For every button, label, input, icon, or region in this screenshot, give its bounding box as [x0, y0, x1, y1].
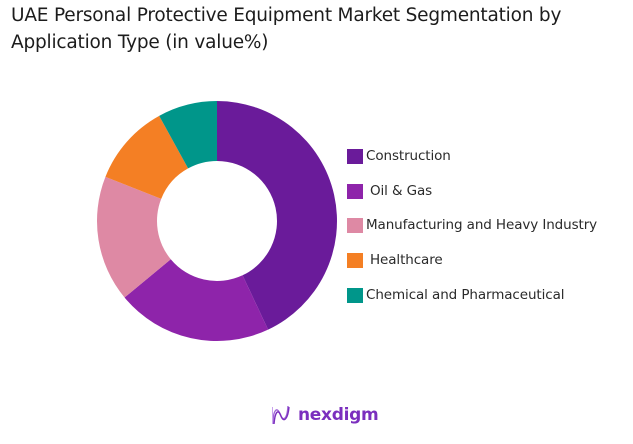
- legend-item: Construction: [347, 146, 451, 166]
- legend-item: Healthcare: [347, 250, 443, 270]
- legend-swatch: [347, 217, 363, 233]
- legend-label: Oil & Gas: [370, 183, 433, 199]
- legend-item: Chemical and Pharmaceutical: [347, 285, 565, 305]
- legend-label: Healthcare: [370, 252, 443, 268]
- legend-item: Manufacturing and Heavy Industry: [347, 215, 597, 235]
- legend-label: Chemical and Pharmaceutical: [366, 287, 565, 303]
- donut-slice-manufacturing-and-heavy-industry: [97, 176, 171, 298]
- chart-title: UAE Personal Protective Equipment Market…: [11, 2, 631, 56]
- nexdigm-logo: nexdigm: [271, 404, 379, 426]
- chart-title-line-1: UAE Personal Protective Equipment Market…: [11, 5, 562, 26]
- legend-label: Manufacturing and Heavy Industry: [366, 217, 598, 233]
- donut-slice-oil-gas: [124, 259, 269, 341]
- nexdigm-wave-icon: [272, 405, 290, 425]
- legend-swatch: [347, 148, 363, 164]
- legend-swatch: [347, 287, 363, 303]
- donut-slice-healthcare: [105, 115, 189, 199]
- legend-swatch: [347, 252, 363, 268]
- legend-label: Construction: [366, 148, 451, 164]
- donut-slice-construction: [217, 101, 338, 330]
- nexdigm-logo-text: nexdigm: [298, 405, 379, 425]
- legend-item: Oil & Gas: [347, 181, 432, 201]
- legend-swatch: [347, 183, 363, 199]
- chart-title-line-2: Application Type (in value%): [11, 32, 269, 53]
- donut-slice-chemical-and-pharmaceutical: [159, 101, 217, 169]
